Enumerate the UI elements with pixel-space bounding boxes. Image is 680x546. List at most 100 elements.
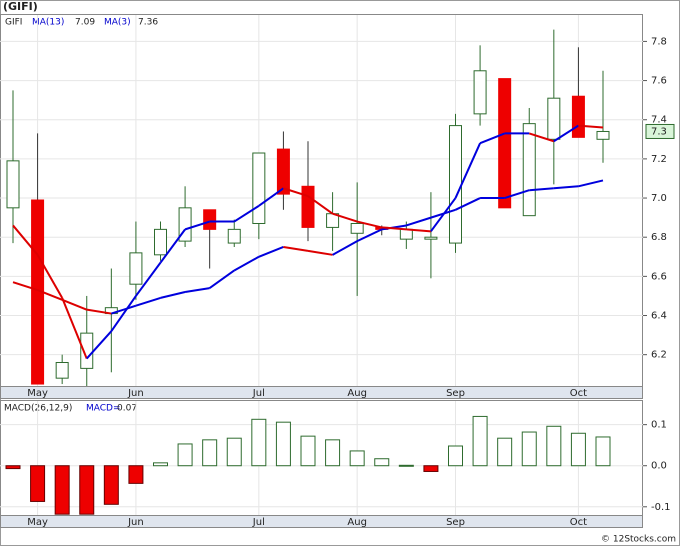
macd-bar	[128, 465, 144, 484]
y-tick-label: -0.1	[651, 502, 671, 513]
ma-line	[86, 330, 113, 360]
x-axis-band	[0, 515, 643, 528]
candle-body	[154, 228, 167, 256]
last-price-label: 7.3	[651, 126, 667, 137]
candle-body	[424, 236, 438, 240]
macd-bar	[251, 418, 267, 467]
ma-line	[184, 220, 210, 231]
x-tick-label: Jun	[127, 517, 144, 528]
ma-line	[578, 124, 604, 129]
candle-body	[449, 125, 462, 244]
ma-line	[36, 254, 64, 299]
macd-bar	[521, 431, 537, 467]
candle-body	[6, 160, 20, 209]
ma-line	[356, 220, 382, 229]
macd-legend: MACD=	[86, 404, 121, 414]
y-tick-label: 6.8	[651, 232, 667, 243]
x-tick-label: Jul	[252, 517, 265, 528]
y-tick-label: 0.0	[651, 461, 667, 472]
candle-body	[55, 362, 69, 379]
candle-body	[301, 185, 315, 228]
ma-line	[159, 228, 186, 264]
y-tick-label: 6.2	[651, 350, 667, 361]
candle-body	[227, 228, 241, 244]
x-axis-band	[0, 386, 643, 399]
ma-line	[233, 205, 260, 223]
macd-bar	[398, 464, 414, 467]
macd-bar	[30, 465, 46, 502]
candle-body	[571, 95, 585, 138]
x-tick-label: Oct	[570, 517, 587, 528]
ma-line	[86, 308, 112, 315]
x-tick-label: Sep	[446, 388, 465, 399]
ma-line	[332, 240, 358, 256]
y-tick-label: 0.1	[651, 420, 667, 431]
ma-line	[61, 297, 88, 359]
macd-bar	[275, 421, 291, 467]
candle-body	[276, 148, 290, 195]
ma-line	[479, 132, 506, 145]
ma-line	[454, 142, 481, 199]
candle-body	[350, 222, 364, 234]
macd-bar	[546, 425, 562, 467]
macd-bar	[300, 435, 316, 467]
macd-bar	[448, 445, 463, 467]
candle-body	[399, 228, 413, 240]
ma-line	[332, 212, 358, 223]
chart-title: (GIFI)	[3, 0, 38, 13]
x-tick-label: Sep	[446, 517, 465, 528]
ma-line	[504, 189, 530, 199]
legend-entry: MA(13)	[32, 18, 64, 28]
macd-bar	[423, 465, 439, 472]
y-tick-label: 7.0	[651, 193, 667, 204]
ma-line	[356, 228, 383, 243]
x-tick-label: Oct	[570, 388, 587, 399]
ma-line	[381, 226, 407, 231]
macd-bar	[497, 437, 513, 467]
macd-bar	[153, 462, 168, 467]
ma-line	[135, 262, 162, 297]
ma-line	[61, 298, 88, 311]
candle-body	[129, 252, 143, 285]
y-tick-label: 6.4	[651, 311, 667, 322]
macd-bar	[202, 439, 218, 467]
ma-line	[37, 289, 63, 301]
ma-line	[430, 197, 457, 232]
watermark: © 12Stocks.com	[601, 535, 676, 545]
y-tick-label: 6.6	[651, 271, 667, 282]
ma-line	[307, 249, 333, 256]
ma-line	[283, 187, 309, 198]
x-tick-label: May	[27, 517, 48, 528]
ma-line	[529, 187, 554, 192]
macd-bar	[103, 465, 119, 505]
macd-bar	[177, 443, 193, 467]
ma-line	[111, 304, 137, 315]
y-tick-label: 7.2	[651, 154, 667, 165]
macd-bar	[374, 458, 390, 467]
last-price-tag	[645, 123, 675, 139]
ma-line	[135, 296, 161, 307]
x-tick-label: Aug	[347, 388, 367, 399]
ma-line	[258, 246, 284, 258]
legend-entry: MA(3)	[104, 18, 131, 28]
ma-line	[209, 269, 235, 289]
ma-line	[283, 246, 309, 252]
candle-body	[498, 78, 512, 209]
ma-line	[160, 291, 186, 299]
ma-line	[406, 228, 431, 233]
ma-line	[233, 255, 260, 272]
macd-bar	[349, 450, 365, 467]
ma-line	[12, 224, 39, 256]
legend-ticker: GIFI	[5, 18, 22, 28]
macd-bar	[54, 465, 70, 515]
macd-title: MACD(26,12,9)	[4, 404, 72, 414]
macd-bar	[325, 439, 341, 467]
ma-line	[455, 197, 481, 211]
ma-line	[307, 195, 334, 215]
macd-bar	[5, 465, 21, 470]
ma-line	[578, 179, 604, 188]
macd-bar	[79, 465, 95, 515]
y-tick-label: 7.4	[651, 115, 667, 126]
macd-legend-value: 0.07	[117, 404, 137, 414]
ma-line	[258, 187, 284, 207]
